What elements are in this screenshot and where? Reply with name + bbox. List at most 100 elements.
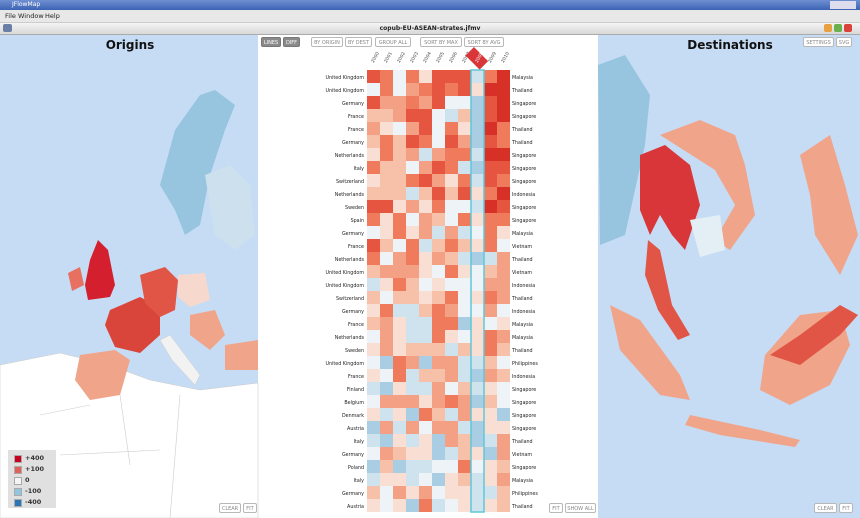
origin-label: Poland <box>348 465 364 471</box>
menu-item[interactable]: Window <box>18 12 44 20</box>
heatmap-cell <box>419 408 432 421</box>
heatmap-cell <box>393 226 406 239</box>
heatmap-cell <box>393 486 406 499</box>
heatmap-cell <box>445 148 458 161</box>
origin-label: Belgium <box>344 400 364 406</box>
origin-label: France <box>348 244 364 250</box>
heatmap-cell <box>393 499 406 512</box>
africa <box>0 352 259 518</box>
destination-label: Thailand <box>511 296 533 302</box>
heatmap-cell <box>445 369 458 382</box>
heatmap-cell <box>432 239 445 252</box>
heatmap-cell <box>419 96 432 109</box>
vietnam <box>660 120 755 250</box>
heatmap-cell <box>497 70 510 83</box>
heatmap-cell <box>406 109 419 122</box>
uk <box>85 240 115 300</box>
heatmap-cell <box>380 382 393 395</box>
heatmap-cell <box>380 174 393 187</box>
heatmap-cell <box>445 278 458 291</box>
heatmap-cell <box>497 239 510 252</box>
year-label: 2007 <box>461 51 472 64</box>
heatmap-cell <box>458 200 471 213</box>
heatmap-cell <box>484 434 497 447</box>
iberia <box>75 350 130 400</box>
heatmap-cell <box>484 148 497 161</box>
close[interactable] <box>844 24 852 32</box>
menu-item[interactable]: File <box>5 12 16 20</box>
heatmap-cell <box>458 330 471 343</box>
heatmap-cell <box>380 122 393 135</box>
heatmap-cell <box>471 408 484 421</box>
origin-label: Italy <box>354 166 365 172</box>
heatmap-cell <box>445 239 458 252</box>
heatmap-cell <box>471 239 484 252</box>
heatmap-cell <box>432 291 445 304</box>
heatmap-cell <box>393 278 406 291</box>
heatmap-cell <box>484 265 497 278</box>
heatmap-cell <box>380 291 393 304</box>
heatmap-cell <box>367 473 380 486</box>
heatmap-cell <box>432 304 445 317</box>
heatmap-cell <box>406 148 419 161</box>
thailand <box>640 145 700 250</box>
heatmap-cell <box>471 109 484 122</box>
heatmap-cell <box>458 473 471 486</box>
heatmap-cell <box>380 265 393 278</box>
heatmap-cell <box>458 96 471 109</box>
heatmap-cell <box>367 356 380 369</box>
heatmap-cell <box>393 83 406 96</box>
heatmap-cell <box>406 70 419 83</box>
destination-label: Indonesia <box>512 283 535 289</box>
heatmap-cell <box>380 369 393 382</box>
destination-label: Singapore <box>512 166 536 172</box>
window-icon[interactable] <box>3 24 12 32</box>
heatmap-cell <box>445 135 458 148</box>
maximize[interactable] <box>834 24 842 32</box>
heatmap-cell <box>367 304 380 317</box>
heatmap-cell <box>471 473 484 486</box>
heatmap-cell <box>445 434 458 447</box>
heatmap-cell <box>367 239 380 252</box>
heatmap-cell <box>458 291 471 304</box>
heatmap-cell <box>393 174 406 187</box>
heatmap-cell <box>497 122 510 135</box>
year-label: 2009 <box>487 51 498 64</box>
heatmap-cell <box>367 434 380 447</box>
heatmap-cell <box>484 291 497 304</box>
heatmap-cell <box>445 317 458 330</box>
heatmap-cell <box>471 226 484 239</box>
heatmap-cell <box>445 382 458 395</box>
heatmap-cell <box>445 447 458 460</box>
heatmap-cell <box>393 187 406 200</box>
heatmap-cell <box>484 109 497 122</box>
origin-label: Finland <box>347 387 364 393</box>
heatmap-cell <box>497 135 510 148</box>
heatmap-cell <box>484 161 497 174</box>
heatmap-cell <box>458 486 471 499</box>
menu-item[interactable]: Help <box>45 12 60 20</box>
destination-label: Singapore <box>512 400 536 406</box>
origin-label: Netherlands <box>335 153 365 159</box>
minimize[interactable] <box>824 24 832 32</box>
heatmap-cell <box>458 83 471 96</box>
heatmap-cell <box>445 200 458 213</box>
heatmap-cell <box>367 122 380 135</box>
heatmap-cell <box>419 447 432 460</box>
heatmap-cell <box>406 382 419 395</box>
destination-label: Singapore <box>512 465 536 471</box>
heatmap-cell <box>497 291 510 304</box>
heatmap-cell <box>497 434 510 447</box>
window-controls[interactable] <box>830 1 856 9</box>
heatmap-cell <box>393 395 406 408</box>
heatmap-cell <box>497 499 510 512</box>
heatmap-cell <box>393 447 406 460</box>
heatmap-cell <box>406 499 419 512</box>
heatmap-cell <box>393 421 406 434</box>
year-label: 2008 <box>474 51 485 64</box>
heatmap-cell <box>406 343 419 356</box>
heatmap-cell <box>445 122 458 135</box>
heatmap-cell <box>497 83 510 96</box>
heatmap-cell <box>432 473 445 486</box>
heatmap-cell <box>432 109 445 122</box>
